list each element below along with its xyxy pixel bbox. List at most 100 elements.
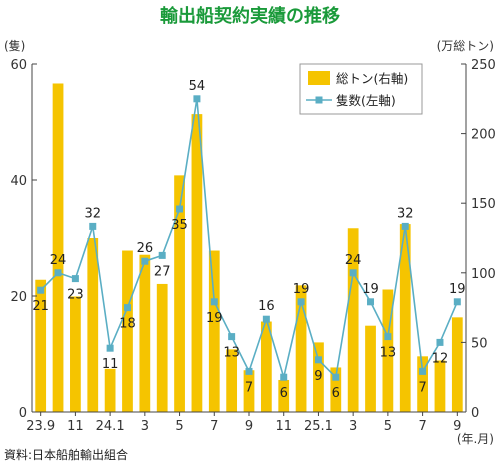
legend: 総トン(右軸) 隻数(左軸)	[299, 63, 423, 115]
line-point-24.6	[193, 95, 201, 103]
data-label: 32	[397, 206, 414, 221]
data-label: 16	[258, 299, 275, 314]
x-tick-label: 3	[141, 419, 149, 434]
bar-24.9	[243, 370, 255, 412]
x-tick-label: 9	[245, 419, 253, 434]
bar-25.1	[313, 342, 324, 412]
bar-24.4	[156, 283, 168, 412]
line-point-23.10	[54, 269, 62, 277]
line-series	[37, 95, 461, 381]
line-path	[40, 98, 459, 381]
data-label: 35	[171, 218, 188, 233]
line-point-23.11	[71, 275, 79, 283]
bar-24.7	[208, 250, 220, 412]
data-label: 19	[362, 282, 379, 297]
chart-title: 輸出船契約実績の推移	[160, 5, 340, 27]
data-label: 18	[119, 317, 136, 332]
x-tick-label: 7	[418, 419, 426, 434]
x-tick-label: 11	[275, 419, 292, 434]
data-label: 23	[67, 288, 84, 303]
bar-24.12	[295, 285, 307, 412]
data-label: 26	[137, 241, 154, 256]
line-point-25.3	[349, 269, 357, 277]
x-axis-unit-label: (年.月)	[457, 432, 494, 446]
data-label: 7	[245, 380, 253, 395]
x-tick-label: 7	[210, 419, 218, 434]
data-label: 13	[223, 346, 240, 361]
data-label: 32	[84, 206, 101, 221]
data-label: 11	[102, 357, 119, 372]
legend-line-label: 隻数(左軸)	[336, 93, 396, 108]
line-point-25.9	[453, 298, 461, 306]
line-point-24.1	[106, 344, 114, 352]
left-tick-label: 60	[10, 58, 27, 73]
line-point-24.10	[262, 315, 270, 323]
bar-24.6	[191, 114, 203, 412]
bar-24.10	[260, 321, 272, 412]
x-tick-label: 3	[349, 419, 357, 434]
line-point-25.8	[436, 338, 444, 346]
line-point-23.9	[37, 286, 45, 294]
data-label: 54	[189, 79, 206, 94]
data-labels: 2124233211182627355419137166199624191332…	[32, 79, 465, 401]
bar-series	[35, 83, 463, 412]
left-axis-label: (隻)	[4, 38, 25, 53]
data-label: 27	[154, 264, 171, 279]
line-point-24.8	[228, 333, 236, 341]
legend-bar-swatch	[308, 71, 330, 85]
data-label: 13	[380, 346, 397, 361]
bar-25.3	[347, 228, 359, 412]
data-label: 19	[206, 311, 223, 326]
line-point-25.2	[332, 373, 340, 381]
line-point-24.3	[141, 257, 149, 265]
bar-23.11	[70, 296, 81, 412]
data-label: 24	[345, 253, 362, 268]
x-tick-label: 24.1	[96, 419, 125, 434]
x-tick-label: 25.1	[304, 419, 333, 434]
bar-25.8	[434, 360, 446, 412]
data-label: 21	[32, 299, 49, 314]
bar-25.6	[399, 224, 411, 412]
right-tick-label: 0	[471, 406, 479, 421]
x-tick-label: 5	[384, 419, 392, 434]
line-point-25.4	[367, 298, 375, 306]
data-label: 6	[280, 386, 288, 401]
bar-24.11	[278, 379, 290, 412]
bar-23.10	[52, 83, 64, 412]
line-point-24.9	[245, 367, 253, 375]
right-tick-label: 100	[471, 267, 496, 282]
bar-24.8	[226, 349, 238, 412]
right-tick-label: 200	[471, 128, 496, 143]
source-note: 資料:日本船舶輸出組合	[4, 447, 128, 462]
line-point-25.1	[314, 356, 322, 364]
data-label: 9	[314, 369, 322, 384]
data-label: 7	[418, 380, 426, 395]
line-point-24.12	[297, 298, 305, 306]
line-point-24.5	[176, 205, 184, 213]
x-tick-label: 23.9	[26, 419, 55, 434]
bar-25.2	[330, 367, 342, 412]
bar-25.7	[417, 356, 428, 412]
data-label: 6	[332, 386, 340, 401]
bar-24.5	[174, 175, 185, 412]
bar-25.4	[365, 325, 376, 412]
line-point-25.6	[401, 222, 409, 230]
line-point-23.12	[89, 222, 97, 230]
x-tick-label: 9	[453, 419, 461, 434]
line-point-24.2	[123, 304, 131, 312]
line-point-25.5	[384, 333, 392, 341]
line-point-25.7	[419, 367, 427, 375]
bar-25.5	[382, 289, 394, 412]
data-label: 19	[449, 282, 466, 297]
left-tick-label: 0	[19, 406, 27, 421]
right-tick-label: 50	[471, 336, 488, 351]
line-point-24.4	[158, 251, 166, 259]
data-label: 19	[293, 282, 310, 297]
bar-23.12	[87, 238, 99, 412]
bar-24.3	[139, 254, 151, 412]
left-tick-label: 20	[10, 290, 27, 305]
line-point-24.7	[210, 298, 218, 306]
right-tick-label: 150	[471, 197, 496, 212]
